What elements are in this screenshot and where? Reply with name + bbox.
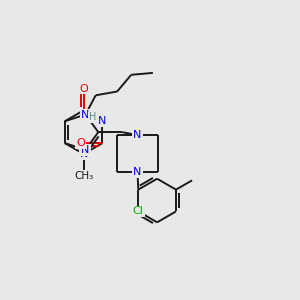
Text: N: N — [81, 145, 90, 155]
Text: N: N — [80, 149, 88, 159]
Text: N: N — [98, 116, 107, 126]
Text: CH₃: CH₃ — [74, 171, 93, 181]
Text: O: O — [76, 138, 85, 148]
Text: N: N — [81, 110, 90, 119]
Text: O: O — [79, 84, 88, 94]
Text: N: N — [133, 167, 142, 177]
Text: N: N — [133, 130, 142, 140]
Text: H: H — [89, 112, 96, 122]
Text: Cl: Cl — [133, 206, 144, 216]
